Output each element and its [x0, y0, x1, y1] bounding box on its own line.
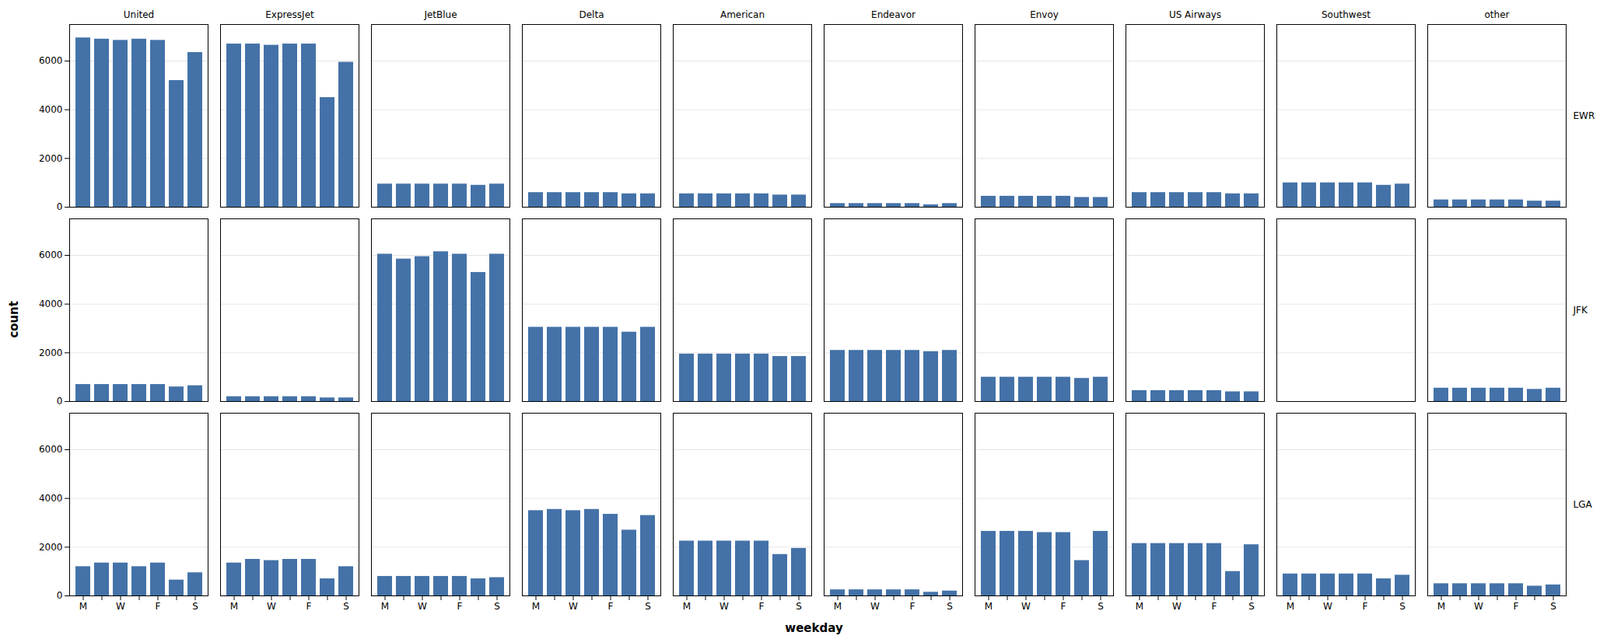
svg-text:Southwest: Southwest: [1321, 9, 1371, 21]
svg-text:4000: 4000: [38, 104, 64, 116]
svg-text:0: 0: [56, 201, 64, 213]
svg-text:F: F: [1060, 601, 1067, 613]
svg-text:W: W: [719, 601, 729, 613]
svg-text:2000: 2000: [38, 542, 64, 554]
svg-text:M: M: [381, 601, 389, 613]
svg-text:S: S: [1550, 601, 1557, 613]
svg-text:4000: 4000: [38, 298, 64, 310]
svg-text:W: W: [115, 601, 126, 613]
svg-text:S: S: [1097, 601, 1104, 613]
svg-text:M: M: [532, 601, 540, 613]
svg-text:F: F: [1513, 601, 1520, 613]
svg-text:F: F: [155, 601, 162, 613]
svg-text:6000: 6000: [38, 55, 64, 67]
svg-text:4000: 4000: [38, 493, 64, 505]
svg-text:ExpressJet: ExpressJet: [265, 9, 315, 21]
svg-text:Envoy: Envoy: [1029, 9, 1059, 21]
html-text:count: count: [7, 301, 22, 339]
svg-text:S: S: [1399, 601, 1406, 613]
svg-text:M: M: [682, 601, 691, 613]
svg-text:JFK: JFK: [1572, 304, 1589, 316]
svg-text:S: S: [493, 601, 501, 613]
svg-text:6000: 6000: [38, 444, 64, 456]
svg-text:M: M: [1437, 601, 1446, 613]
svg-text:F: F: [759, 601, 765, 613]
svg-text:W: W: [1323, 601, 1333, 613]
svg-text:W: W: [1473, 601, 1484, 613]
svg-text:6000: 6000: [38, 249, 64, 261]
svg-text:F: F: [306, 601, 312, 613]
svg-text:M: M: [79, 601, 88, 613]
svg-text:W: W: [568, 601, 578, 613]
svg-text:F: F: [457, 601, 463, 613]
svg-text:M: M: [1135, 601, 1144, 613]
svg-text:S: S: [192, 601, 199, 613]
svg-text:Endeavor: Endeavor: [871, 9, 916, 21]
svg-text:Delta: Delta: [578, 9, 604, 21]
svg-text:EWR: EWR: [1573, 110, 1596, 122]
svg-text:W: W: [417, 601, 428, 613]
svg-text:M: M: [833, 601, 842, 613]
html-text:weekday: weekday: [785, 621, 843, 636]
svg-text:American: American: [720, 9, 765, 21]
svg-text:F: F: [1362, 601, 1369, 613]
svg-text:LGA: LGA: [1573, 499, 1593, 511]
svg-text:M: M: [984, 601, 993, 613]
svg-text:S: S: [795, 601, 802, 613]
svg-text:US Airways: US Airways: [1169, 9, 1222, 21]
svg-text:other: other: [1484, 9, 1510, 21]
svg-text:W: W: [1172, 601, 1182, 613]
svg-text:M: M: [1286, 601, 1295, 613]
svg-text:W: W: [870, 601, 880, 613]
svg-text:S: S: [644, 601, 652, 613]
svg-text:W: W: [1021, 601, 1031, 613]
svg-text:S: S: [1248, 601, 1255, 613]
svg-text:0: 0: [56, 590, 64, 602]
svg-text:S: S: [946, 601, 953, 613]
svg-text:JetBlue: JetBlue: [423, 9, 457, 21]
svg-text:M: M: [230, 601, 239, 613]
svg-text:United: United: [123, 9, 155, 21]
svg-text:S: S: [343, 601, 350, 613]
svg-text:2000: 2000: [38, 347, 64, 359]
svg-text:0: 0: [56, 395, 64, 407]
svg-text:F: F: [608, 601, 614, 613]
svg-text:2000: 2000: [38, 153, 64, 165]
svg-text:W: W: [266, 601, 277, 613]
svg-text:F: F: [1211, 601, 1218, 613]
svg-text:F: F: [910, 601, 916, 613]
